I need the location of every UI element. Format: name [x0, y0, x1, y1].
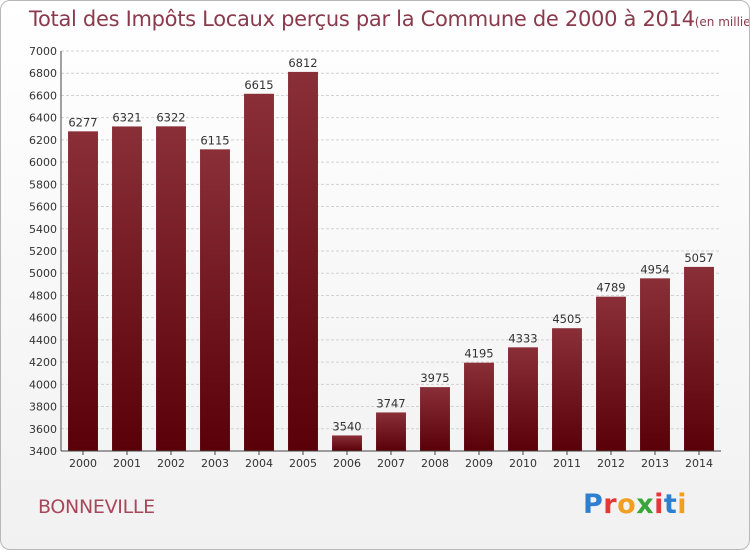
logo-letter: t: [663, 489, 678, 520]
bar-2009: [464, 362, 494, 451]
y-tick-label: 5200: [29, 245, 57, 258]
data-label: 5057: [684, 251, 713, 265]
data-label: 4195: [464, 347, 493, 361]
bar-2014: [684, 266, 714, 451]
x-tick-label: 2002: [157, 457, 185, 470]
logo-letter: i: [654, 489, 664, 520]
x-tick-label: 2012: [597, 457, 625, 470]
x-tick-label: 2005: [289, 457, 317, 470]
bar-2003: [200, 149, 230, 452]
x-tick-label: 2003: [201, 457, 229, 470]
data-label: 6615: [244, 78, 273, 92]
x-tick-label: 2001: [113, 457, 141, 470]
commune-name: BONNEVILLE: [38, 496, 155, 518]
bar-2001: [112, 126, 142, 451]
y-tick-label: 4800: [29, 289, 57, 302]
y-tick-label: 3600: [29, 423, 57, 436]
y-tick-label: 3400: [29, 445, 57, 458]
y-tick-label: 3800: [29, 401, 57, 414]
x-tick-label: 2007: [377, 457, 405, 470]
y-tick-label: 6200: [29, 134, 57, 147]
y-tick-label: 4200: [29, 356, 57, 369]
data-label: 6115: [200, 133, 229, 147]
axes: [60, 51, 721, 452]
data-label: 6322: [156, 110, 185, 124]
x-tick-label: 2006: [333, 457, 361, 470]
bar-2002: [156, 126, 186, 451]
data-label: 3540: [332, 419, 361, 433]
data-label: 4789: [596, 281, 625, 295]
x-tick-label: 2008: [421, 457, 449, 470]
data-labels: 6277 6321 6322 6115 6615 6812 3540 3747 3975 4195…: [68, 56, 713, 434]
x-axis-ticks: 2000 2001 2002 2003 2004 2005 2006 2007 2008 2009…: [69, 451, 713, 470]
bar-2006: [332, 435, 362, 451]
y-tick-label: 4000: [29, 378, 57, 391]
bar-2005: [288, 71, 318, 451]
data-label: 6277: [68, 115, 97, 129]
y-tick-label: 5000: [29, 267, 57, 280]
x-tick-label: 2009: [465, 457, 493, 470]
x-tick-label: 2000: [69, 457, 97, 470]
y-tick-label: 6600: [29, 89, 57, 102]
proxiti-logo: Proxiti: [583, 489, 687, 520]
chart-title-main: Total des Impôts Locaux perçus par la Co…: [29, 7, 695, 31]
y-tick-label: 4600: [29, 312, 57, 325]
data-label: 6812: [288, 56, 317, 70]
bar-2010: [508, 347, 538, 451]
bars: [68, 71, 714, 452]
y-tick-label: 6400: [29, 112, 57, 125]
x-tick-label: 2010: [509, 457, 537, 470]
y-tick-label: 5600: [29, 201, 57, 214]
bar-2007: [376, 412, 406, 451]
data-label: 4954: [640, 262, 669, 276]
data-label: 3975: [420, 371, 449, 385]
y-tick-label: 4400: [29, 334, 57, 347]
bar-2013: [640, 278, 670, 451]
y-tick-label: 6800: [29, 67, 57, 80]
bar-2012: [596, 296, 626, 451]
data-label: 6321: [112, 110, 141, 124]
bar-2011: [552, 328, 582, 451]
logo-letter: r: [603, 489, 618, 520]
y-tick-label: 6000: [29, 156, 57, 169]
y-tick-label: 5400: [29, 223, 57, 236]
y-tick-label: 7000: [29, 45, 57, 58]
chart-title: Total des Impôts Locaux perçus par la Co…: [29, 7, 750, 31]
logo-letter: o: [617, 489, 637, 520]
x-tick-label: 2013: [641, 457, 669, 470]
data-label: 4505: [552, 312, 581, 326]
data-label: 3747: [376, 396, 405, 410]
logo-letter: i: [677, 489, 688, 520]
y-axis-ticks: 3400 3600 3800 4000 4200 4400 4600 4800 5000 5200…: [29, 45, 57, 458]
bar-2008: [420, 387, 450, 451]
y-tick-label: 5800: [29, 178, 57, 191]
bar-2004: [244, 93, 274, 452]
bar-2000: [68, 131, 98, 452]
logo-letter: P: [583, 489, 604, 520]
x-tick-label: 2014: [685, 457, 713, 470]
x-tick-label: 2011: [553, 457, 581, 470]
logo-letter: x: [636, 489, 655, 520]
x-tick-label: 2004: [245, 457, 273, 470]
chart-title-unit: (en milliers d'€): [694, 15, 750, 29]
data-label: 4333: [508, 331, 537, 345]
